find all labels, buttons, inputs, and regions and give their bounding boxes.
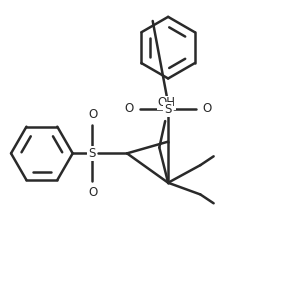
Text: O: O	[88, 186, 97, 199]
Text: O: O	[203, 102, 212, 115]
Text: OH: OH	[158, 96, 176, 109]
Text: O: O	[124, 102, 134, 115]
Text: S: S	[164, 103, 172, 116]
Text: O: O	[88, 108, 97, 121]
Text: S: S	[88, 147, 95, 160]
